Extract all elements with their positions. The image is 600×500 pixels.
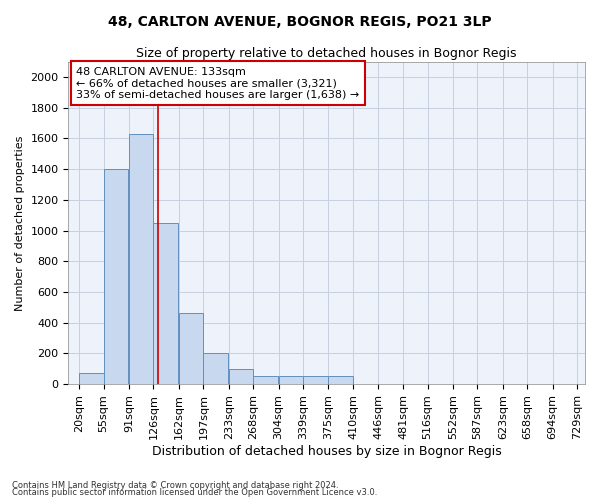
Text: Contains HM Land Registry data © Crown copyright and database right 2024.: Contains HM Land Registry data © Crown c… <box>12 480 338 490</box>
Text: 48, CARLTON AVENUE, BOGNOR REGIS, PO21 3LP: 48, CARLTON AVENUE, BOGNOR REGIS, PO21 3… <box>108 15 492 29</box>
Bar <box>154 223 178 384</box>
Text: Contains public sector information licensed under the Open Government Licence v3: Contains public sector information licen… <box>12 488 377 497</box>
Title: Size of property relative to detached houses in Bognor Regis: Size of property relative to detached ho… <box>136 48 517 60</box>
Bar <box>229 368 253 384</box>
Bar <box>278 376 303 384</box>
Bar <box>203 354 228 384</box>
Bar <box>253 376 278 384</box>
Bar <box>179 314 203 384</box>
Bar <box>303 376 328 384</box>
Bar <box>104 169 128 384</box>
Bar <box>328 376 353 384</box>
X-axis label: Distribution of detached houses by size in Bognor Regis: Distribution of detached houses by size … <box>152 444 502 458</box>
Bar <box>79 372 104 384</box>
Y-axis label: Number of detached properties: Number of detached properties <box>15 135 25 310</box>
Text: 48 CARLTON AVENUE: 133sqm
← 66% of detached houses are smaller (3,321)
33% of se: 48 CARLTON AVENUE: 133sqm ← 66% of detac… <box>76 66 359 100</box>
Bar <box>129 134 154 384</box>
